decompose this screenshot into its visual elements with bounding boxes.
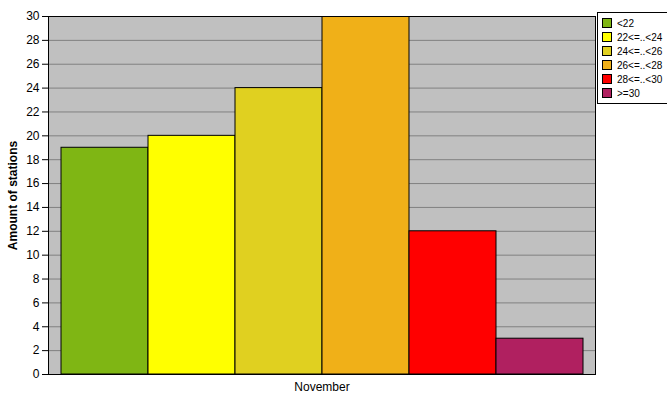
html-text:22<=..<24: 22<=..<24 [617, 31, 663, 43]
svg-text:16: 16 [26, 176, 40, 190]
svg-text:14: 14 [26, 200, 40, 214]
svg-text:30: 30 [26, 9, 40, 23]
html-text:28<=..<30: 28<=..<30 [617, 73, 663, 85]
svg-text:8: 8 [33, 272, 40, 286]
svg-text:10: 10 [26, 248, 40, 262]
svg-text:18: 18 [26, 153, 40, 167]
html-text:24<=..<26: 24<=..<26 [617, 45, 663, 57]
svg-text:22: 22 [26, 105, 40, 119]
html-text:>=30: >=30 [617, 87, 640, 99]
svg-text:12: 12 [26, 224, 40, 238]
svg-text:28: 28 [26, 33, 40, 47]
html-text:26<=..<28: 26<=..<28 [617, 59, 663, 71]
svg-text:6: 6 [33, 296, 40, 310]
svg-text:20: 20 [26, 129, 40, 143]
svg-text:2: 2 [33, 343, 40, 357]
svg-text:24: 24 [26, 81, 40, 95]
svg-text:26: 26 [26, 57, 40, 71]
svg-text:4: 4 [33, 320, 40, 334]
html-text:<22: <22 [617, 17, 634, 29]
svg-text:Amount of stations: Amount of stations [6, 141, 20, 251]
svg-text:November: November [294, 380, 349, 394]
svg-text:0: 0 [33, 367, 40, 381]
